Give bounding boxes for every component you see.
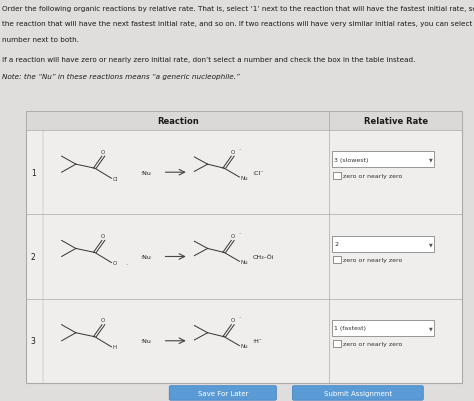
- Text: number next to both.: number next to both.: [2, 36, 79, 43]
- Text: Nu: Nu: [240, 175, 248, 180]
- Bar: [329, 111, 462, 131]
- Text: O: O: [231, 233, 235, 238]
- Bar: [332, 236, 434, 252]
- Text: CH₃–Öi: CH₃–Öi: [253, 254, 274, 259]
- Text: Cl: Cl: [112, 176, 118, 181]
- Text: If a reaction will have zero or nearly zero initial rate, don’t select a number : If a reaction will have zero or nearly z…: [2, 57, 416, 63]
- Text: :H⁻: :H⁻: [253, 338, 263, 343]
- Text: O: O: [231, 149, 235, 154]
- Text: :Cl⁻: :Cl⁻: [253, 170, 264, 175]
- Text: Save For Later: Save For Later: [198, 390, 248, 396]
- Text: 1 (fastest): 1 (fastest): [334, 326, 366, 330]
- Text: Submit Assignment: Submit Assignment: [324, 390, 392, 396]
- Text: zero or nearly zero: zero or nearly zero: [343, 341, 402, 346]
- FancyBboxPatch shape: [169, 386, 276, 400]
- Text: O: O: [101, 318, 105, 322]
- Bar: [26, 111, 462, 383]
- Text: :Nu: :Nu: [140, 170, 151, 175]
- Bar: [26, 111, 329, 131]
- Text: Note: the “Nu” in these reactions means “a generic nucleophile.”: Note: the “Nu” in these reactions means …: [2, 73, 240, 79]
- Text: ⁻: ⁻: [238, 316, 241, 321]
- Text: ▼: ▼: [428, 241, 432, 247]
- Text: ⁻: ⁻: [238, 148, 241, 153]
- Text: Nu: Nu: [240, 259, 248, 264]
- Text: ⁻: ⁻: [238, 232, 241, 237]
- Text: ▼: ▼: [428, 158, 432, 162]
- Bar: [332, 320, 434, 336]
- Text: the reaction that will have the next fastest initial rate, and so on. If two rea: the reaction that will have the next fas…: [2, 21, 474, 27]
- Text: Relative Rate: Relative Rate: [364, 117, 428, 126]
- Text: :Nu: :Nu: [140, 338, 151, 343]
- Text: zero or nearly zero: zero or nearly zero: [343, 173, 402, 178]
- Text: O: O: [101, 149, 105, 154]
- Text: zero or nearly zero: zero or nearly zero: [343, 257, 402, 262]
- Text: H: H: [112, 344, 117, 349]
- Text: O: O: [231, 318, 235, 322]
- Text: 3: 3: [31, 336, 36, 345]
- Bar: [333, 172, 341, 179]
- Bar: [333, 340, 341, 347]
- Text: O: O: [101, 233, 105, 238]
- Text: Nu: Nu: [240, 343, 248, 348]
- Text: ▼: ▼: [428, 326, 432, 330]
- Text: O: O: [112, 260, 117, 265]
- Bar: [332, 152, 434, 168]
- Text: Order the following organic reactions by relative rate. That is, select ‘1’ next: Order the following organic reactions by…: [2, 6, 474, 12]
- Text: 1: 1: [31, 168, 36, 177]
- Text: Reaction: Reaction: [157, 117, 199, 126]
- Text: 2: 2: [334, 241, 338, 247]
- Text: 3 (slowest): 3 (slowest): [334, 158, 369, 162]
- Bar: [333, 257, 341, 263]
- FancyBboxPatch shape: [292, 386, 423, 400]
- Text: ⁻: ⁻: [125, 262, 128, 267]
- Text: :Nu: :Nu: [140, 254, 151, 259]
- Text: 2: 2: [31, 252, 36, 261]
